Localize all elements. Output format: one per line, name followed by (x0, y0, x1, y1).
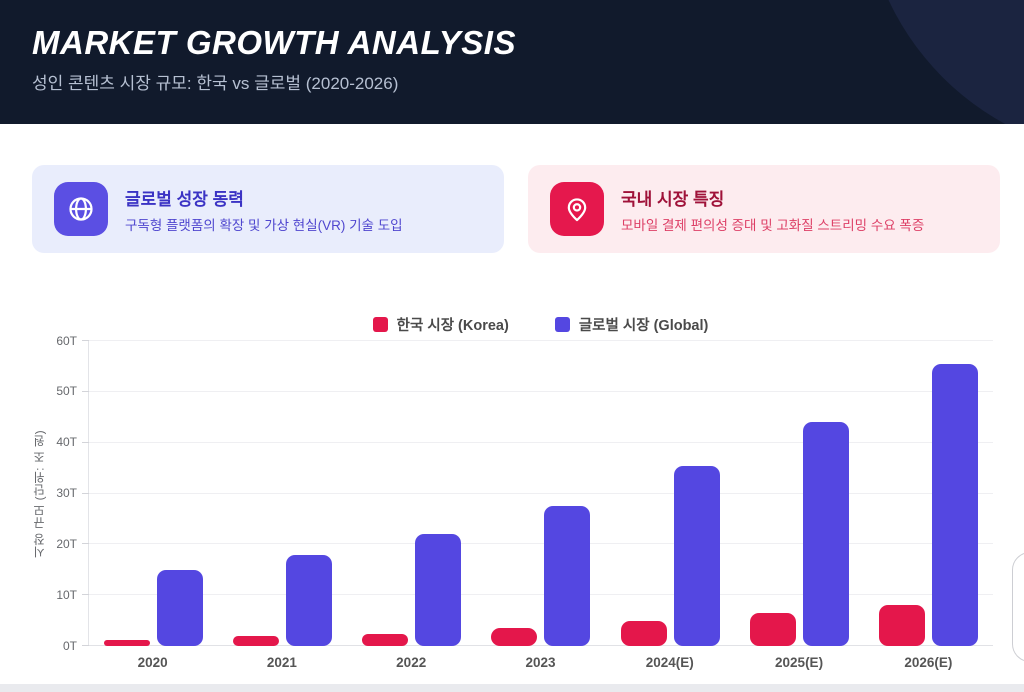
bar-group-2023 (476, 341, 605, 646)
card-global-title: 글로벌 성장 동력 (125, 189, 244, 209)
legend-swatch-korea (372, 317, 388, 332)
legend-item-global[interactable]: 글로벌 시장 (Global) (554, 314, 709, 335)
y-tick-label: 50T (56, 384, 77, 399)
y-tick (82, 441, 89, 443)
bar-2021-global[interactable] (286, 554, 333, 646)
y-axis-title: 시장 규모 (단위: 조 원) (32, 429, 47, 558)
bar-group-2025(E) (735, 341, 864, 646)
bar-2025(E)-korea[interactable] (749, 612, 796, 646)
bar-2023-global[interactable] (544, 506, 591, 646)
card-global-growth: 글로벌 성장 동력 구독형 플랫폼의 확장 및 가상 현실(VR) 기술 도입 (32, 165, 504, 253)
legend-label-global: 글로벌 시장 (Global) (578, 318, 709, 334)
legend-label-korea: 한국 시장 (Korea) (396, 318, 509, 334)
floating-widget-partial[interactable] (1012, 552, 1024, 662)
header-decoration-circle (863, 0, 1024, 124)
bar-2020-global[interactable] (157, 569, 204, 646)
card-domestic-market: 국내 시장 특징 모바일 결제 편의성 증대 및 고화질 스트리밍 수요 폭증 (528, 165, 1000, 253)
x-tick-label-2024(E): 2024(E) (645, 655, 694, 670)
y-tick (82, 390, 89, 392)
gridline-50T: 50T (56, 384, 993, 398)
gridline-20T: 20T (56, 537, 993, 551)
card-domestic-title: 국내 시장 특징 (621, 189, 725, 209)
bar-2025(E)-global[interactable] (802, 422, 849, 646)
bar-group-2026(E) (864, 341, 993, 646)
chart-legend: 한국 시장 (Korea) 글로벌 시장 (Global) (88, 314, 993, 335)
x-tick-label-2021: 2021 (266, 655, 297, 670)
card-domestic-description: 모바일 결제 편의성 증대 및 고화질 스트리밍 수요 폭증 (621, 217, 925, 233)
y-tick (82, 645, 89, 646)
bar-2026(E)-korea[interactable] (878, 605, 925, 646)
globe-icon (54, 182, 108, 236)
bar-2023-korea[interactable] (491, 627, 538, 646)
bar-2022-korea[interactable] (362, 633, 409, 646)
bar-2024(E)-global[interactable] (673, 465, 720, 646)
bar-group-2022 (347, 341, 476, 646)
x-tick-label-2023: 2023 (525, 655, 556, 670)
plot-area: 0T 10T 20T 30T 40T 50T 60T (56, 334, 993, 653)
bar-2021-korea[interactable] (233, 635, 280, 646)
gridline-30T: 30T (56, 486, 993, 500)
bar-group-2024(E) (606, 341, 735, 646)
location-pin-icon (550, 182, 604, 236)
card-domestic-text: 국내 시장 특징 모바일 결제 편의성 증대 및 고화질 스트리밍 수요 폭증 (621, 185, 924, 234)
y-tick (82, 340, 89, 341)
card-global-text: 글로벌 성장 동력 구독형 플랫폼의 확장 및 가상 현실(VR) 기술 도입 (125, 185, 403, 234)
x-axis-labels: 2020 2021 2022 2023 2024(E) 2025(E) 2026(E) (88, 655, 993, 670)
x-tick-label-2022: 2022 (396, 655, 427, 670)
gridline-0T: 0T (63, 639, 993, 653)
y-tick-label: 0T (62, 638, 77, 653)
y-tick (82, 543, 89, 545)
y-tick-label: 10T (56, 587, 77, 602)
y-tick-label: 30T (56, 486, 77, 500)
x-tick-label-2020: 2020 (137, 655, 168, 670)
bar-2020-korea[interactable] (104, 639, 151, 646)
bars-row (89, 341, 993, 646)
gridline-10T: 10T (56, 588, 993, 602)
y-tick (82, 594, 89, 596)
bar-2024(E)-korea[interactable] (620, 620, 667, 646)
bar-group-2021 (218, 341, 347, 646)
y-tick (82, 492, 89, 494)
y-tick-label: 20T (56, 536, 77, 551)
bar-2026(E)-global[interactable] (931, 363, 978, 646)
page-subtitle: 성인 콘텐츠 시장 규모: 한국 vs 글로벌 (2020-2026) (32, 74, 399, 93)
page-bottom-strip (0, 684, 1024, 692)
legend-item-korea[interactable]: 한국 시장 (Korea) (372, 314, 509, 335)
y-tick-label: 40T (56, 435, 77, 450)
gridline-60T: 60T (56, 334, 993, 348)
card-global-description: 구독형 플랫폼의 확장 및 가상 현실(VR) 기술 도입 (125, 217, 403, 233)
legend-swatch-global (554, 317, 570, 332)
bar-2022-global[interactable] (415, 534, 462, 646)
x-tick-label-2025(E): 2025(E) (775, 655, 824, 670)
header: MARKET GROWTH ANALYSIS 성인 콘텐츠 시장 규모: 한국 … (0, 0, 1024, 124)
x-tick-label-2026(E): 2026(E) (904, 655, 953, 670)
y-tick-label: 60T (56, 333, 77, 348)
page-title: MARKET GROWTH ANALYSIS (32, 24, 516, 61)
bar-group-2020 (89, 341, 218, 646)
gridline-40T: 40T (56, 435, 993, 449)
